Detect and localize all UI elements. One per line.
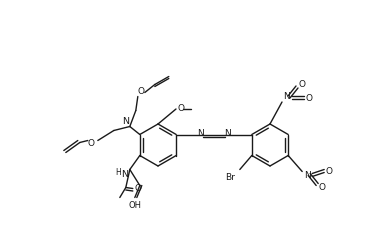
Text: O: O bbox=[137, 87, 144, 96]
Text: N: N bbox=[304, 171, 310, 180]
Text: O: O bbox=[178, 103, 185, 112]
Text: O: O bbox=[319, 183, 326, 192]
Text: O: O bbox=[305, 94, 312, 103]
Text: N: N bbox=[121, 170, 128, 179]
Text: N: N bbox=[224, 129, 231, 138]
Text: N: N bbox=[284, 91, 290, 101]
Text: O: O bbox=[134, 184, 141, 193]
Text: O: O bbox=[87, 139, 94, 148]
Text: O: O bbox=[326, 167, 333, 176]
Text: N: N bbox=[122, 117, 129, 126]
Text: Br: Br bbox=[225, 173, 235, 182]
Text: O: O bbox=[298, 80, 305, 88]
Text: N: N bbox=[197, 129, 204, 138]
Text: OH: OH bbox=[128, 201, 141, 210]
Text: H: H bbox=[115, 168, 121, 177]
